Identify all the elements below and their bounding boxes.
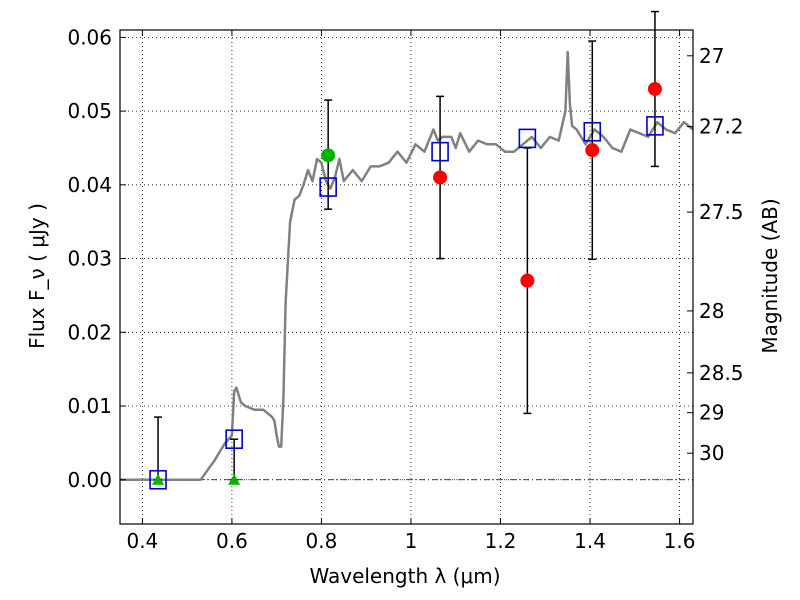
y-tick-label: 0.00 [67,468,112,492]
y-tick-label: 0.01 [67,394,112,418]
data-markers [149,81,664,490]
model-photometry-square [646,116,664,136]
model-spectrum-line [120,50,694,482]
right-axis-ticks: 27 27.2 27.5 28 28.5 29 30 [687,44,744,465]
model-photometry-square [431,141,449,162]
x-tick-label: 1.2 [485,529,517,553]
model-photometry-square [583,121,602,142]
observed-flux-point [585,143,600,158]
observed-flux-point [433,170,448,185]
right-tick-label: 28 [699,299,724,323]
plot-frame [119,29,694,525]
y-axis-ticks: 0.00 0.01 0.02 0.03 0.04 0.05 0.06 [67,25,126,492]
right-tick-label: 27 [699,44,724,68]
y-axis-label: Flux F_ν ( μJy ) [25,203,49,349]
grid-lines [120,30,693,524]
observed-flux-point [520,273,535,288]
right-axis-label: Magnitude (AB) [758,198,782,353]
model-photometry-square [225,429,243,450]
right-tick-label: 28.5 [699,361,744,385]
right-tick-label: 27.5 [699,200,744,224]
right-tick-label: 27.2 [699,115,744,139]
x-tick-label: 1 [405,529,418,553]
x-tick-label: 0.6 [216,529,248,553]
model-photometry-square [319,177,337,197]
x-tick-label: 0.8 [306,529,338,553]
model-photometry-square [149,469,167,490]
x-tick-label: 1.6 [664,529,696,553]
x-axis-ticks: 0.4 0.6 0.8 1 1.2 1.4 1.6 [126,30,695,553]
green-upper-limit-triangle [152,473,165,485]
error-bars [154,10,659,481]
right-tick-label: 29 [699,401,724,425]
model-spectrum [120,50,694,482]
x-tick-label: 1.4 [574,529,606,553]
observed-flux-point [647,81,662,96]
model-photometry-square [518,128,537,149]
y-tick-label: 0.02 [67,320,112,344]
right-tick-label: 30 [699,441,724,465]
green-detection-point [321,148,336,163]
x-axis-label: Wavelength λ (μm) [309,564,500,588]
y-tick-label: 0.06 [67,25,112,49]
x-tick-label: 0.4 [126,529,158,553]
green-upper-limit-triangle [228,473,241,485]
y-tick-label: 0.04 [67,173,112,197]
y-tick-label: 0.03 [67,247,112,271]
y-tick-label: 0.05 [67,99,112,123]
